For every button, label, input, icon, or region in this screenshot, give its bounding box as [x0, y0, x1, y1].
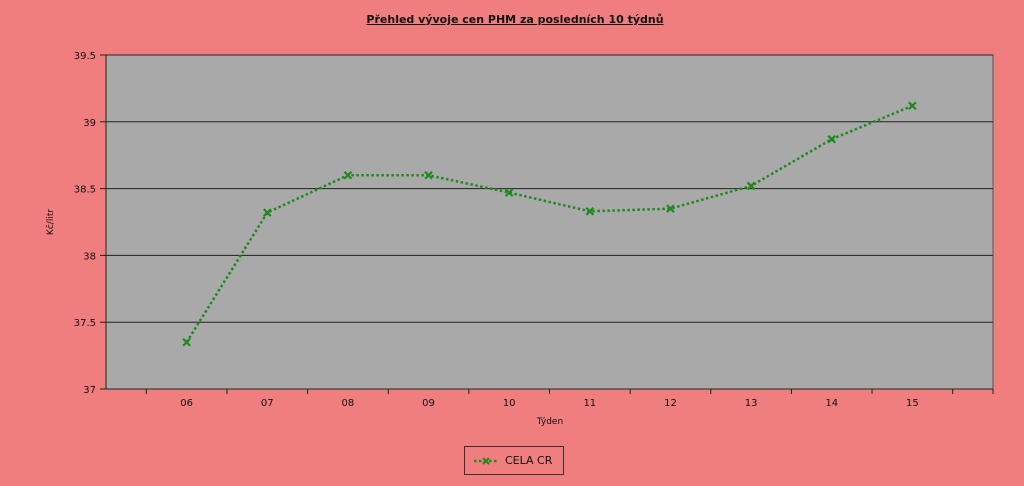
x-tick-label: 13 [745, 398, 758, 409]
data-point [504, 188, 514, 197]
x-tick-label: 12 [664, 398, 677, 409]
data-point [182, 337, 191, 347]
data-point [424, 170, 433, 180]
x-tick-label: 07 [261, 398, 274, 409]
data-point [585, 207, 595, 216]
legend: CELA CR [464, 446, 564, 475]
data-point [666, 204, 675, 213]
x-tick-label: 06 [180, 398, 193, 409]
y-tick-label: 39 [83, 118, 96, 129]
x-axis-ticks: 06 07 08 09 10 11 12 13 14 15 [145, 389, 994, 409]
data-point [343, 170, 353, 180]
y-tick-label: 38 [83, 251, 96, 262]
y-axis-label: Kč/litr [45, 209, 56, 235]
y-tick-label: 38.5 [74, 185, 96, 196]
legend-marker-icon [474, 456, 498, 465]
x-tick-label: 15 [906, 398, 919, 409]
legend-label: CELA CR [505, 454, 553, 467]
x-tick-label: 08 [342, 398, 355, 409]
data-point [908, 101, 917, 111]
y-axis-ticks: 37 37.5 38 38.5 39 39.5 [74, 51, 106, 396]
data-point [262, 208, 272, 217]
x-tick-label: 09 [422, 398, 435, 409]
plot-area [105, 54, 994, 390]
data-point [746, 181, 756, 191]
x-tick-label: 11 [583, 398, 596, 409]
x-axis-label: Týden [536, 417, 563, 427]
y-tick-label: 39.5 [74, 51, 96, 62]
series-line [185, 104, 913, 343]
series-layer [182, 101, 917, 347]
chart-title: Přehled vývoje cen PHM za posledních 10 … [366, 13, 664, 26]
data-point [827, 134, 837, 144]
y-tick-label: 37 [83, 385, 96, 396]
x-tick-label: 10 [503, 398, 516, 409]
x-tick-label: 14 [825, 398, 838, 409]
y-tick-label: 37.5 [74, 318, 96, 329]
